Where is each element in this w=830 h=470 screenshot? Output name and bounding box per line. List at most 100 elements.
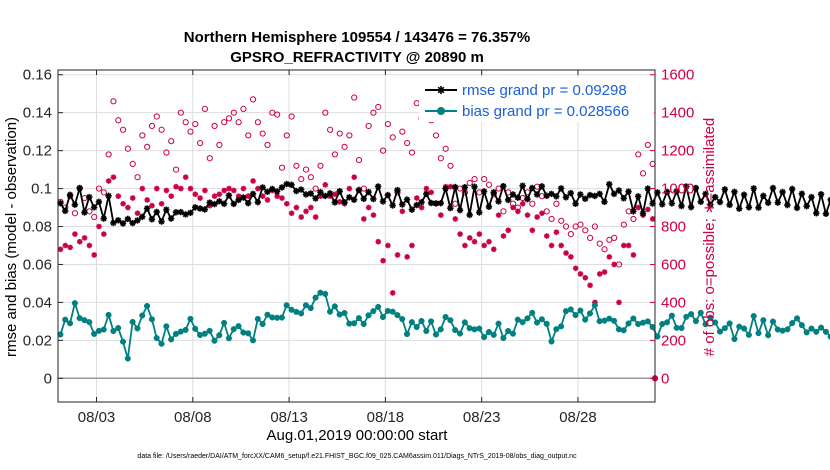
assimilated-point — [346, 185, 353, 192]
rmse-point — [721, 186, 729, 193]
legend-rmse-marker — [437, 86, 445, 94]
assimilated-point — [163, 187, 170, 194]
possible-point — [230, 109, 237, 116]
possible-point — [404, 139, 411, 147]
rmse-point — [341, 199, 348, 206]
assimilated-point — [96, 223, 102, 230]
bias-point — [375, 303, 382, 311]
y-left-tick-label: 0.16 — [23, 67, 52, 84]
assimilated-point — [630, 252, 637, 258]
rmse-point — [822, 210, 830, 218]
bias-point — [538, 316, 545, 323]
assimilated-point — [548, 242, 555, 249]
bias-point — [158, 340, 165, 347]
assimilated-point — [558, 242, 565, 249]
bias-point — [129, 318, 136, 325]
bias-point — [798, 322, 805, 329]
assimilated-point — [293, 204, 300, 211]
rmse-point — [755, 204, 762, 211]
assimilated-point — [462, 242, 468, 249]
rmse-point — [244, 199, 252, 207]
assimilated-point — [457, 231, 463, 237]
rmse-point — [740, 191, 748, 198]
bias-point — [264, 311, 271, 318]
assimilated-point — [125, 204, 131, 211]
bias-point — [784, 326, 791, 333]
bias-point — [558, 323, 565, 330]
bias-point — [119, 338, 127, 345]
bias-point — [818, 324, 825, 331]
possible-point — [187, 128, 194, 135]
bias-point — [168, 336, 175, 343]
rmse-point — [408, 206, 416, 213]
bias-point — [428, 318, 435, 325]
y-right-tick-label: 1400 — [661, 105, 694, 122]
bias-point — [144, 302, 151, 310]
rmse-point — [745, 204, 753, 211]
possible-point — [331, 151, 339, 158]
assimilated-point — [182, 174, 189, 180]
x-tick-label: 08/18 — [367, 409, 405, 426]
assimilated-point — [500, 233, 507, 239]
rmse-point — [273, 188, 281, 195]
x-tick-label: 08/28 — [559, 409, 597, 426]
bias-point — [591, 302, 598, 309]
possible-point — [379, 147, 387, 154]
assimilated-point — [153, 185, 160, 192]
rmse-point — [543, 192, 550, 199]
possible-point — [365, 122, 372, 130]
rmse-point — [148, 216, 156, 223]
rmse-point — [302, 191, 310, 198]
bias-point — [505, 327, 512, 335]
rmse-point — [639, 210, 647, 217]
chart-title-line2: GPSRO_REFRACTIVITY @ 20890 m — [230, 49, 484, 66]
bias-point — [712, 319, 719, 326]
rmse-point — [596, 190, 603, 198]
possible-point — [293, 162, 300, 169]
assimilated-point — [596, 271, 603, 277]
bias-point — [481, 334, 488, 341]
rmse-point — [784, 201, 791, 209]
y-right-tick-label: 200 — [661, 332, 686, 349]
rmse-point — [399, 201, 406, 208]
rmse-point — [711, 193, 719, 201]
y-left-tick-label: 0.04 — [23, 294, 52, 311]
bias-point — [283, 302, 290, 309]
rmse-point — [644, 185, 651, 192]
rmse-point — [591, 192, 599, 200]
rmse-point — [105, 192, 112, 199]
rmse-point — [817, 191, 825, 198]
bias-point — [509, 330, 517, 337]
bias-point — [500, 335, 507, 342]
rmse-point — [374, 183, 382, 190]
assimilated-point — [476, 231, 483, 237]
assimilated-point — [635, 204, 642, 211]
possible-point — [71, 210, 79, 217]
assimilated-point — [621, 242, 627, 249]
bias-point — [808, 325, 815, 332]
possible-point — [322, 109, 329, 116]
rmse-point — [86, 193, 93, 201]
rmse-point — [615, 187, 623, 194]
rmse-point — [114, 217, 122, 224]
rmse-point — [384, 191, 391, 199]
bias-point — [91, 330, 98, 337]
rmse-point — [62, 207, 69, 215]
rmse-point — [139, 213, 146, 221]
possible-point — [495, 185, 502, 192]
bias-point — [298, 310, 305, 317]
possible-point — [596, 240, 603, 247]
assimilated-point — [649, 216, 656, 222]
bias-point — [254, 315, 261, 322]
assimilated-point — [361, 216, 367, 222]
possible-point — [206, 155, 213, 162]
possible-point — [172, 166, 180, 173]
assimilated-point — [491, 246, 497, 253]
possible-point — [245, 132, 252, 139]
possible-point — [639, 170, 647, 177]
bias-point — [389, 308, 396, 315]
possible-point — [635, 151, 642, 158]
bias-point — [456, 330, 464, 337]
bias-point — [731, 335, 738, 343]
rmse-point — [803, 203, 810, 210]
